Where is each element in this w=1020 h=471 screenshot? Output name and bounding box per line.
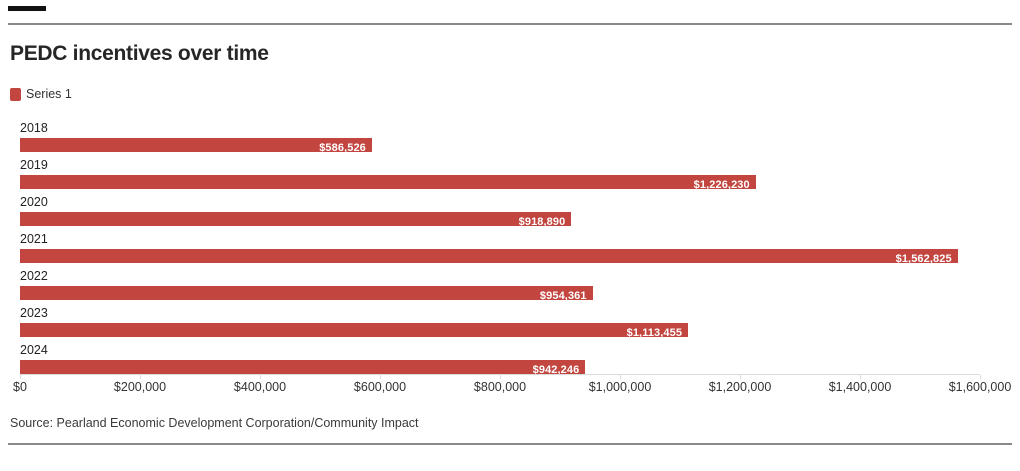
x-axis-tick (260, 375, 261, 379)
bottom-rule (8, 443, 1012, 445)
x-axis-line (20, 374, 980, 375)
year-label: 2018 (20, 121, 48, 135)
top-rule (8, 23, 1012, 25)
legend: Series 1 (10, 87, 72, 101)
x-axis-tick-label: $1,000,000 (588, 380, 652, 394)
x-axis-tick (500, 375, 501, 379)
bar: $918,890 (20, 212, 572, 228)
x-axis-tick (20, 375, 21, 379)
bar-chart: 2018 $586,526 2019 $1,226,230 2020 $918,890 20… (20, 122, 980, 376)
x-axis-tick-label: $800,000 (473, 380, 527, 394)
bar-value-label: $954,361 (539, 290, 587, 302)
x-axis-tick (740, 375, 741, 379)
bar: $586,526 (20, 138, 372, 154)
bar-value-label: $1,113,455 (626, 327, 683, 339)
year-label: 2020 (20, 195, 48, 209)
bar-value-label: $942,246 (532, 364, 580, 376)
chart-row: 2023 $1,113,455 (20, 307, 980, 344)
bar-value-label: $1,226,230 (693, 179, 750, 191)
year-label: 2024 (20, 343, 48, 357)
top-accent-dash (8, 6, 46, 11)
year-label: 2022 (20, 269, 48, 283)
x-axis-tick-label: $1,600,000 (948, 380, 1012, 394)
bar-value-label: $1,562,825 (895, 253, 952, 265)
source-note: Source: Pearland Economic Development Co… (10, 416, 419, 430)
x-axis-tick (380, 375, 381, 379)
bar-value-label: $586,526 (319, 142, 366, 154)
chart-row: 2021 $1,562,825 (20, 233, 980, 270)
bar-value-label: $918,890 (518, 216, 566, 228)
x-axis-tick-label: $0 (13, 380, 27, 394)
year-label: 2021 (20, 232, 48, 246)
x-axis-tick (860, 375, 861, 379)
x-axis-tick (980, 375, 981, 379)
x-axis-tick-label: $600,000 (353, 380, 407, 394)
bar: $1,226,230 (20, 175, 756, 191)
year-label: 2019 (20, 158, 48, 172)
year-label: 2023 (20, 306, 48, 320)
x-axis: $0 $200,000 $400,000 $600,000 $800,000 $1,000… (13, 374, 1011, 396)
x-axis-tick-label: $1,200,000 (708, 380, 772, 394)
x-axis-tick (140, 375, 141, 379)
chart-row: 2019 $1,226,230 (20, 159, 980, 196)
bar: $954,361 (20, 286, 593, 302)
chart-title: PEDC incentives over time (10, 42, 269, 65)
chart-row: 2024 $942,246 (20, 344, 980, 381)
chart-row: 2020 $918,890 (20, 196, 980, 233)
bar: $1,562,825 (20, 249, 958, 265)
x-axis-tick-label: $400,000 (233, 380, 287, 394)
x-axis-tick-label: $200,000 (113, 380, 167, 394)
x-axis-tick (620, 375, 621, 379)
bar: $942,246 (20, 360, 586, 376)
x-axis-tick-label: $1,400,000 (828, 380, 892, 394)
chart-row: 2018 $586,526 (20, 122, 980, 159)
legend-label: Series 1 (26, 87, 72, 101)
bar: $1,113,455 (20, 323, 689, 339)
chart-row: 2022 $954,361 (20, 270, 980, 307)
legend-swatch (10, 87, 21, 101)
